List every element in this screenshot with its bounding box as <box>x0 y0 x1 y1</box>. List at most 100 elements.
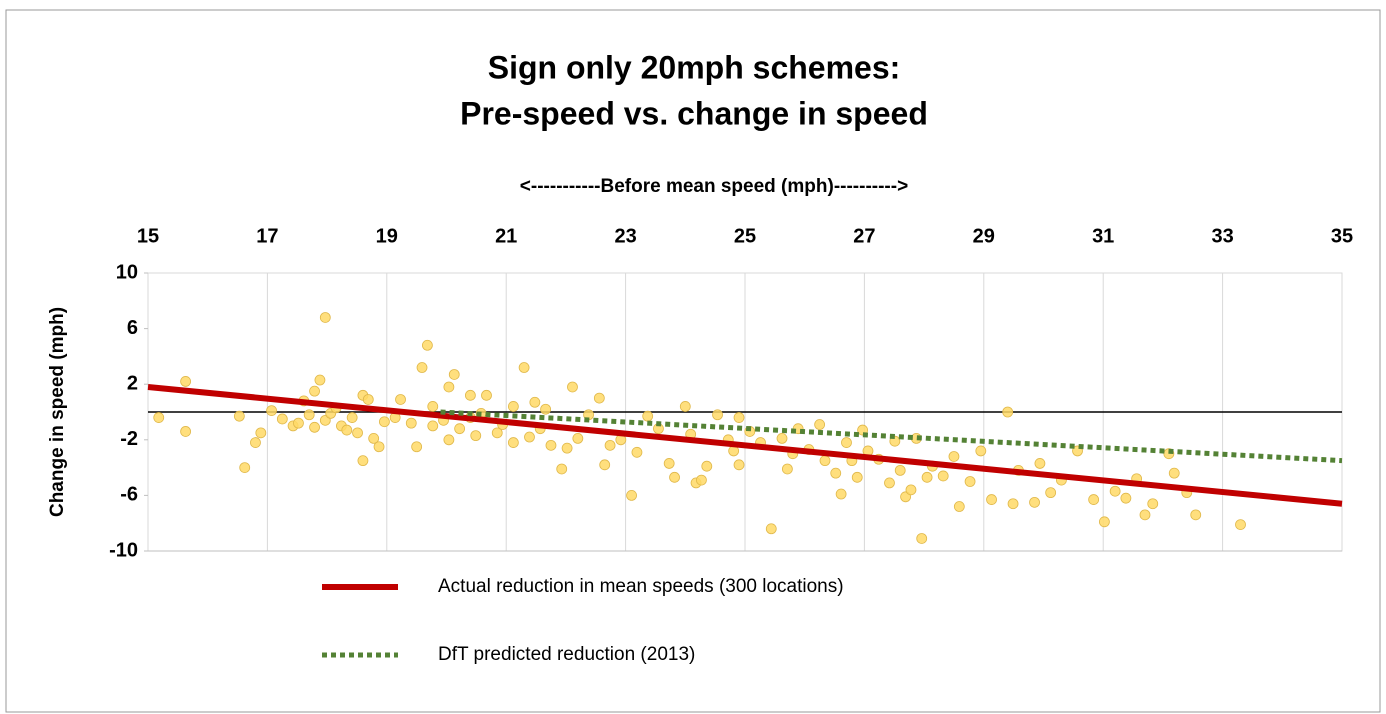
point <box>830 467 842 479</box>
point <box>696 474 707 486</box>
point <box>405 417 417 429</box>
point <box>894 464 906 476</box>
point <box>411 441 423 453</box>
point <box>481 389 492 401</box>
point <box>835 488 847 500</box>
point <box>180 376 192 387</box>
point <box>379 416 390 428</box>
x-tick-label: 15 <box>137 225 159 247</box>
point <box>507 437 519 448</box>
point <box>953 501 965 512</box>
point <box>368 433 380 444</box>
point <box>986 494 997 505</box>
point <box>1168 467 1180 479</box>
x-tick-label: 25 <box>734 225 756 247</box>
point <box>1109 485 1121 497</box>
point <box>572 433 584 444</box>
point <box>567 381 578 393</box>
point <box>679 401 691 412</box>
point <box>561 442 573 454</box>
point <box>180 426 192 437</box>
point <box>250 437 261 448</box>
point <box>491 427 503 439</box>
point <box>1045 487 1057 499</box>
point <box>814 419 826 430</box>
point <box>341 424 353 436</box>
point <box>669 471 680 483</box>
point <box>604 439 616 451</box>
point <box>556 463 568 475</box>
point <box>427 420 439 432</box>
point <box>416 362 428 373</box>
point <box>1088 494 1100 505</box>
point <box>1002 406 1014 418</box>
x-tick-label: 33 <box>1211 225 1233 247</box>
y-tick-label: 6 <box>127 317 138 339</box>
x-tick-label: 29 <box>973 225 995 247</box>
point <box>470 430 482 442</box>
point <box>443 381 455 393</box>
point <box>663 458 675 469</box>
point <box>1120 492 1132 504</box>
point <box>524 431 535 443</box>
point <box>357 455 369 467</box>
point <box>712 409 723 421</box>
x-tick-label: 21 <box>495 225 517 247</box>
point <box>153 412 165 423</box>
point <box>448 369 460 380</box>
point <box>303 409 315 421</box>
point <box>1098 516 1110 528</box>
point <box>851 471 863 483</box>
point <box>507 401 519 412</box>
point <box>1029 496 1040 508</box>
point <box>733 412 745 423</box>
point <box>921 471 933 483</box>
y-tick-label: 10 <box>116 261 138 283</box>
point <box>948 451 960 462</box>
point <box>593 392 605 404</box>
point <box>765 523 777 535</box>
legend-label: Actual reduction in mean speeds (300 loc… <box>438 576 844 597</box>
point <box>421 339 433 351</box>
point <box>819 455 831 467</box>
point <box>529 396 541 408</box>
point <box>599 459 611 471</box>
point <box>293 417 304 429</box>
point <box>781 463 793 475</box>
x-tick-label: 35 <box>1331 225 1353 247</box>
point <box>545 439 557 451</box>
point <box>1235 519 1246 530</box>
point <box>1034 458 1046 469</box>
point <box>464 389 476 401</box>
x-tick-label: 23 <box>614 225 636 247</box>
frame <box>5 9 1381 713</box>
point <box>1007 498 1019 510</box>
chart-title: Sign only 20mph schemes: <box>488 49 901 85</box>
x-tick-label: 17 <box>256 225 278 247</box>
y-tick-label: -10 <box>109 539 138 561</box>
y-tick-label: 2 <box>127 372 138 394</box>
point <box>309 421 320 433</box>
point <box>454 423 466 435</box>
point <box>266 405 277 417</box>
point <box>1139 509 1151 521</box>
point <box>937 470 949 482</box>
point <box>276 413 288 425</box>
y-axis-label: Change in speed (mph) <box>47 307 68 517</box>
point <box>631 446 643 458</box>
point <box>884 477 895 489</box>
x-tick-label: 19 <box>376 225 398 247</box>
point <box>975 445 987 457</box>
point <box>841 437 852 448</box>
y-tick-label: -6 <box>120 484 138 506</box>
x-axis-label: <-----------Before mean speed (mph)-----… <box>520 176 908 197</box>
point <box>642 410 654 422</box>
point <box>626 489 637 501</box>
point <box>1147 498 1159 510</box>
legend-label: DfT predicted reduction (2013) <box>438 644 695 665</box>
x-tick-label: 31 <box>1092 225 1114 247</box>
chart-title: Pre-speed vs. change in speed <box>460 95 928 131</box>
point <box>373 441 385 453</box>
point <box>916 533 928 544</box>
